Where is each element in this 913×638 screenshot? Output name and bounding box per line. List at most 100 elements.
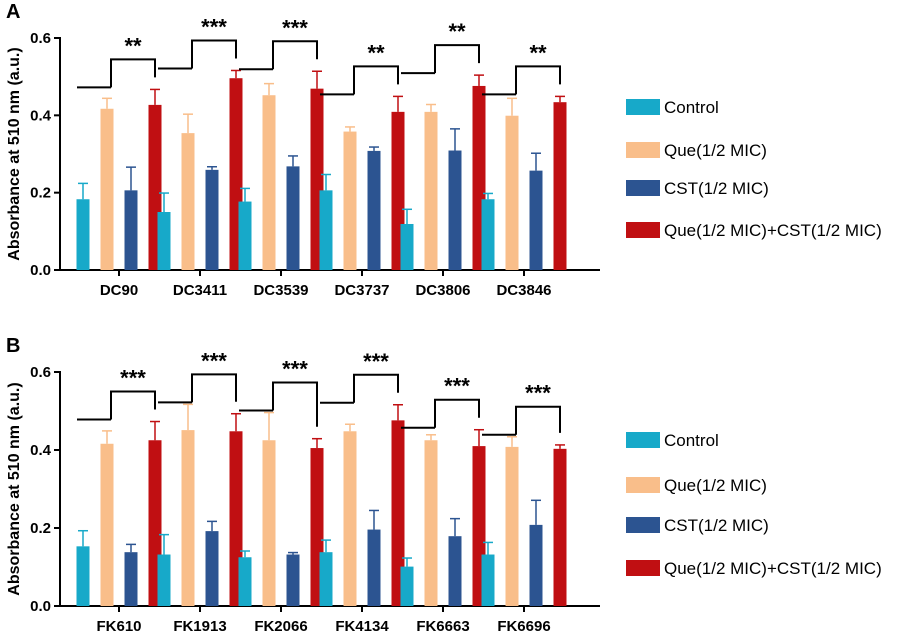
- bar: [367, 150, 381, 270]
- bar: [181, 133, 195, 270]
- bar: [124, 190, 138, 270]
- x-tick-label: FK6696: [497, 618, 550, 635]
- legend-label: Que(1/2 MIC): [664, 476, 767, 495]
- legend-swatch: [626, 222, 660, 238]
- bar: [286, 554, 300, 606]
- x-tick-label: DC3539: [253, 282, 308, 299]
- bar: [553, 448, 567, 606]
- significance-stars: ***: [363, 349, 389, 374]
- bar: [181, 430, 195, 606]
- x-tick-label: DC3846: [496, 282, 551, 299]
- bar: [400, 223, 414, 270]
- legend-label: Que(1/2 MIC): [664, 141, 767, 160]
- significance-stars: ***: [444, 374, 470, 399]
- bar: [76, 199, 90, 270]
- y-tick-label: 0.6: [30, 30, 51, 47]
- legend-swatch: [626, 517, 660, 533]
- x-tick-label: DC3411: [173, 282, 227, 299]
- bar: [124, 552, 138, 606]
- bar: [238, 201, 252, 270]
- bar: [505, 115, 519, 270]
- significance-stars: **: [529, 40, 547, 65]
- significance-stars: ***: [120, 366, 146, 391]
- bar: [529, 170, 543, 270]
- bar: [529, 524, 543, 606]
- y-tick-label: 0.4: [30, 442, 52, 459]
- bar: [238, 557, 252, 606]
- significance-bracket: [191, 373, 237, 403]
- x-tick-label: FK4134: [335, 618, 389, 635]
- significance-bracket: [434, 44, 480, 74]
- legend-swatch: [626, 99, 660, 115]
- bar: [367, 529, 381, 606]
- bar: [319, 190, 333, 270]
- legend-label: Control: [664, 98, 719, 117]
- significance-bracket: [434, 398, 480, 428]
- x-tick-label: FK2066: [254, 618, 307, 635]
- bar: [319, 552, 333, 606]
- panel-b: B Absorbance at 510 nm (a.u.) 0.0 0.2 0.4 0.6…: [6, 335, 882, 635]
- significance-stars: ***: [282, 15, 308, 40]
- significance-bracket: [110, 58, 156, 88]
- x-tick-label: FK6663: [416, 618, 469, 635]
- bar: [262, 95, 276, 270]
- bar: [100, 443, 114, 606]
- bar: [76, 546, 90, 606]
- significance-stars: ***: [201, 348, 227, 373]
- y-axis-label: Absorbance at 510 nm (a.u.): [6, 382, 23, 595]
- legend-swatch: [626, 432, 660, 448]
- bar: [205, 531, 219, 606]
- bar: [343, 431, 357, 606]
- y-tick-label: 0.6: [30, 364, 51, 381]
- bar: [157, 554, 171, 606]
- bar: [448, 150, 462, 270]
- legend-swatch: [626, 142, 660, 158]
- significance-bracket: [515, 65, 561, 95]
- y-axis-label: Absorbance at 510 nm (a.u.): [6, 47, 23, 260]
- bar: [157, 212, 171, 270]
- legend-label: CST(1/2 MIC): [664, 516, 769, 535]
- significance-stars: **: [367, 40, 385, 65]
- legend-label: CST(1/2 MIC): [664, 179, 769, 198]
- significance-bracket: [353, 65, 399, 95]
- significance-stars: ***: [525, 381, 551, 406]
- panel-a: A Absorbance at 510 nm (a.u.) 0.0 0.2 0.4 0.6…: [6, 1, 882, 299]
- legend-label: Que(1/2 MIC)+CST(1/2 MIC): [664, 221, 882, 240]
- y-tick-label: 0.2: [30, 520, 51, 537]
- legend-swatch: [626, 180, 660, 196]
- bar: [481, 199, 495, 270]
- y-tick-label: 0.4: [30, 107, 52, 124]
- x-tick-label: DC3737: [334, 282, 389, 299]
- legend-swatch: [626, 560, 660, 576]
- legend-label: Que(1/2 MIC)+CST(1/2 MIC): [664, 559, 882, 578]
- significance-bracket: [272, 381, 318, 427]
- x-tick-label: FK1913: [173, 618, 226, 635]
- significance-bracket: [191, 39, 237, 69]
- bar: [286, 166, 300, 270]
- bar: [391, 420, 405, 606]
- bar: [553, 102, 567, 270]
- x-tick-label: DC3806: [415, 282, 470, 299]
- legend-swatch: [626, 477, 660, 493]
- bar: [343, 131, 357, 270]
- bar: [448, 536, 462, 606]
- significance-bracket: [353, 373, 399, 403]
- significance-stars: **: [448, 19, 466, 44]
- bar: [424, 440, 438, 606]
- y-tick-label: 0.0: [30, 262, 51, 279]
- significance-stars: ***: [201, 14, 227, 39]
- bar: [505, 446, 519, 606]
- significance-bracket: [110, 390, 156, 420]
- x-tick-label: FK610: [96, 618, 141, 635]
- bar: [424, 111, 438, 270]
- bar: [205, 169, 219, 270]
- panel-letter: B: [6, 335, 20, 357]
- y-tick-label: 0.2: [30, 185, 51, 202]
- bar: [400, 566, 414, 606]
- significance-bracket: [272, 40, 318, 70]
- bar: [262, 440, 276, 606]
- x-tick-label: DC90: [100, 282, 138, 299]
- significance-bracket: [515, 405, 561, 435]
- panel-letter: A: [6, 1, 20, 23]
